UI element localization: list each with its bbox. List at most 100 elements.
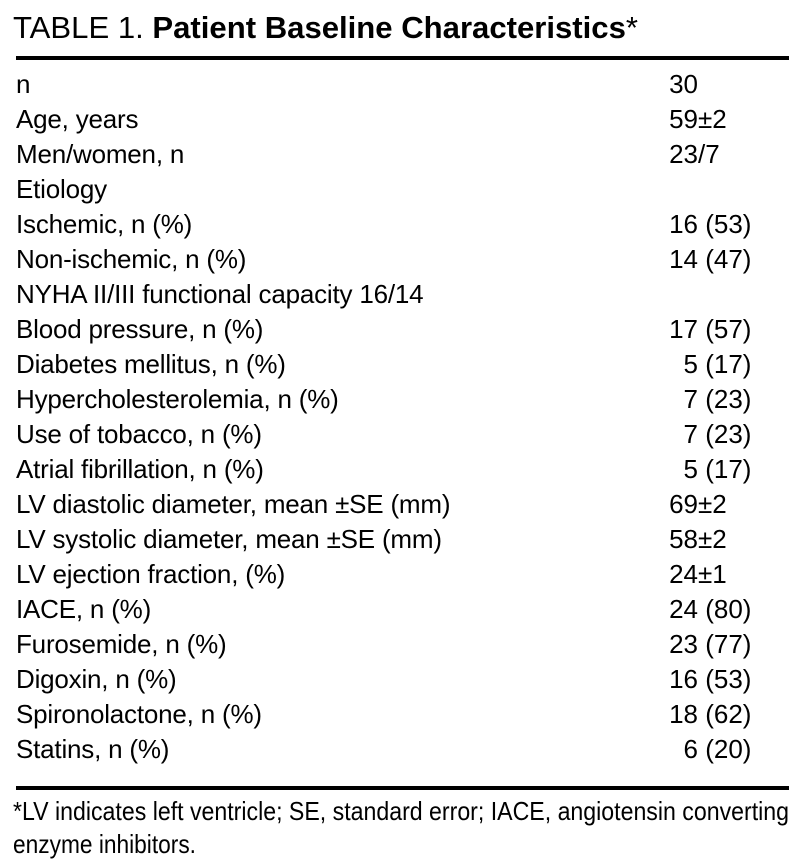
row-value: 30	[660, 67, 698, 102]
table-row: LV systolic diameter, mean ±SE (mm) 58±2	[16, 522, 789, 557]
table-row: Statins, n (%) 6 (20)	[16, 732, 789, 767]
table-row: Diabetes mellitus, n (%) 5 (17)	[16, 347, 789, 382]
row-label: LV diastolic diameter, mean ±SE (mm)	[16, 489, 451, 519]
table-row: Use of tobacco, n (%) 7 (23)	[16, 417, 789, 452]
row-label: Use of tobacco, n (%)	[16, 419, 262, 449]
table-row: IACE, n (%) 24 (80)	[16, 592, 789, 627]
row-value: 6 (20)	[660, 732, 752, 767]
row-value-suffix: (62)	[698, 699, 752, 729]
row-value-number: 58	[669, 524, 698, 554]
row-value-suffix: ±2	[698, 524, 727, 554]
row-value: 17 (57)	[660, 312, 751, 347]
table-row: Furosemide, n (%) 23 (77)	[16, 627, 789, 662]
row-label: Digoxin, n (%)	[16, 664, 177, 694]
row-label: LV systolic diameter, mean ±SE (mm)	[16, 524, 442, 554]
row-value: 69±2	[660, 487, 727, 522]
row-value-number: 59	[669, 104, 698, 134]
table-number-label: TABLE 1.	[13, 10, 153, 45]
row-label: Furosemide, n (%)	[16, 629, 227, 659]
row-value-suffix: (20)	[698, 734, 752, 764]
row-value-suffix: (47)	[698, 244, 752, 274]
footnote-text-line-2: enzyme inhibitors.	[13, 829, 196, 859]
row-value-suffix: (77)	[698, 629, 752, 659]
row-value-suffix: (80)	[698, 594, 752, 624]
table-title: TABLE 1. Patient Baseline Characteristic…	[13, 6, 638, 50]
row-label: Men/women, n	[16, 139, 185, 169]
table-row: Etiology	[16, 172, 789, 207]
row-value-number: 14	[669, 244, 698, 274]
table-row: Spironolactone, n (%) 18 (62)	[16, 697, 789, 732]
row-value: 24 (80)	[660, 592, 751, 627]
row-value: 7 (23)	[660, 382, 752, 417]
row-label: Ischemic, n (%)	[16, 209, 193, 239]
row-value: 16 (53)	[660, 662, 751, 697]
row-label: Diabetes mellitus, n (%)	[16, 349, 286, 379]
row-value-number: 6	[683, 734, 698, 764]
row-value-number: 7	[683, 384, 698, 414]
row-value-suffix: (53)	[698, 664, 752, 694]
row-value-number: 5	[683, 349, 698, 379]
row-value-number: 7	[683, 419, 698, 449]
table-title-line: TABLE 1. Patient Baseline Characteristic…	[13, 6, 638, 50]
table-row: Ischemic, n (%) 16 (53)	[16, 207, 789, 242]
row-value: 14 (47)	[660, 242, 751, 277]
row-value: 5 (17)	[660, 347, 752, 382]
table-row: Non-ischemic, n (%) 14 (47)	[16, 242, 789, 277]
row-value: 23 (77)	[660, 627, 751, 662]
table-row: NYHA II/III functional capacity 16/14	[16, 277, 789, 312]
row-value-number: 16	[669, 664, 698, 694]
row-value-number: 18	[669, 699, 698, 729]
row-value-number: 23	[669, 629, 698, 659]
row-value: 59±2	[660, 102, 727, 137]
row-value-number: 30	[669, 69, 698, 99]
row-label: Blood pressure, n (%)	[16, 314, 264, 344]
bottom-rule	[16, 786, 789, 790]
row-value-number: 23	[669, 139, 698, 169]
table-row: Digoxin, n (%) 16 (53)	[16, 662, 789, 697]
row-label: Etiology	[16, 174, 107, 204]
row-label: Atrial fibrillation, n (%)	[16, 454, 264, 484]
title-footnote-asterisk: *	[625, 10, 638, 45]
table-body: n 30 Age, years 59±2 Men/women, n 23/7 E…	[16, 67, 789, 767]
row-value-number: 24	[669, 559, 698, 589]
row-value-suffix: (53)	[698, 209, 752, 239]
row-value: 58±2	[660, 522, 727, 557]
table-row: n 30	[16, 67, 789, 102]
row-value-number: 5	[683, 454, 698, 484]
row-value-suffix: /7	[698, 139, 720, 169]
top-rule	[16, 56, 789, 60]
row-label: LV ejection fraction, (%)	[16, 559, 286, 589]
table-row: Age, years 59±2	[16, 102, 789, 137]
table-row: LV diastolic diameter, mean ±SE (mm) 69±…	[16, 487, 789, 522]
row-label: NYHA II/III functional capacity 16/14	[16, 279, 424, 309]
row-value-number: 17	[669, 314, 698, 344]
row-value-suffix: ±1	[698, 559, 727, 589]
row-value: 18 (62)	[660, 697, 751, 732]
row-value-suffix: (17)	[698, 349, 752, 379]
row-value-number: 16	[669, 209, 698, 239]
row-value-number: 69	[669, 489, 698, 519]
row-value-number: 24	[669, 594, 698, 624]
row-label: Spironolactone, n (%)	[16, 699, 262, 729]
footnote-line: *LV indicates left ventricle; SE, standa…	[13, 795, 795, 828]
row-value: 5 (17)	[660, 452, 752, 487]
table-row: Hypercholesterolemia, n (%) 7 (23)	[16, 382, 789, 417]
row-value-suffix: ±2	[698, 104, 727, 134]
row-value	[660, 172, 698, 207]
table-row: LV ejection fraction, (%) 24±1	[16, 557, 789, 592]
row-label: Hypercholesterolemia, n (%)	[16, 384, 339, 414]
row-label: Statins, n (%)	[16, 734, 170, 764]
row-value: 7 (23)	[660, 417, 752, 452]
row-label: Age, years	[16, 104, 139, 134]
row-value-suffix: (57)	[698, 314, 752, 344]
table-row: Men/women, n 23/7	[16, 137, 789, 172]
row-value	[660, 277, 698, 312]
row-value-suffix: (23)	[698, 419, 752, 449]
row-label: n	[16, 69, 31, 99]
footnote-line: enzyme inhibitors.	[13, 828, 795, 861]
row-value-suffix: (17)	[698, 454, 752, 484]
row-label: IACE, n (%)	[16, 594, 152, 624]
row-value: 16 (53)	[660, 207, 751, 242]
row-value: 23/7	[660, 137, 720, 172]
